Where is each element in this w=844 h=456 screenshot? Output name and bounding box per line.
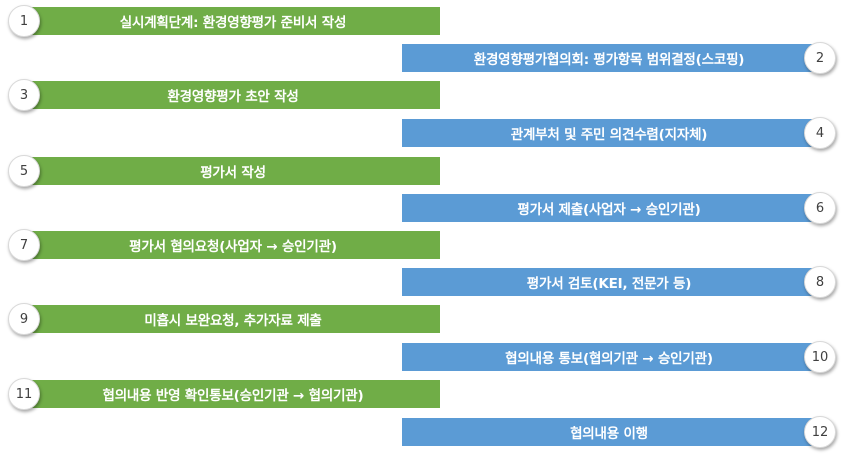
step-2-number-badge: 2 [804,42,836,74]
step-12-bar: 협의내용 이행 [402,418,816,446]
step-1-bar: 실시계획단계: 환경영향평가 준비서 작성 [26,7,440,35]
step-4-number-badge: 4 [804,117,836,149]
step-7-number-badge: 7 [8,229,40,261]
step-5-label: 평가서 작성 [200,165,266,181]
step-11: 협의내용 반영 확인통보(승인기관 → 협의기관) 11 [8,378,442,410]
step-7: 평가서 협의요청(사업자 → 승인기관) 7 [8,229,442,261]
step-3-number-badge: 3 [8,79,40,111]
step-6: 평가서 제출(사업자 → 승인기관) 6 [402,192,836,224]
step-2: 환경영향평가협의회: 평가항목 범위결정(스코핑) 2 [402,42,836,74]
step-7-label: 평가서 협의요청(사업자 → 승인기관) [129,239,337,255]
step-10-number-badge: 10 [804,341,836,373]
step-11-bar: 협의내용 반영 확인통보(승인기관 → 협의기관) [26,380,440,408]
step-5: 평가서 작성 5 [8,155,442,187]
step-1-label: 실시계획단계: 환경영향평가 준비서 작성 [119,15,347,31]
step-9-number-badge: 9 [8,303,40,335]
step-5-bar: 평가서 작성 [26,157,440,185]
step-6-number-badge: 6 [804,192,836,224]
step-6-bar: 평가서 제출(사업자 → 승인기관) [402,194,816,222]
step-9-label: 미흡시 보완요청, 추가자료 제출 [144,313,322,329]
step-8-label: 평가서 검토(KEI, 전문가 등) [526,276,692,292]
step-9-bar: 미흡시 보완요청, 추가자료 제출 [26,305,440,333]
step-8-bar: 평가서 검토(KEI, 전문가 등) [402,268,816,296]
step-8: 평가서 검토(KEI, 전문가 등) 8 [402,266,836,298]
step-5-number-badge: 5 [8,155,40,187]
step-1-number-badge: 1 [8,5,40,37]
step-3-label: 환경영향평가 초안 작성 [167,89,299,105]
step-3: 환경영향평가 초안 작성 3 [8,79,442,111]
step-7-bar: 평가서 협의요청(사업자 → 승인기관) [26,231,440,259]
step-12-label: 협의내용 이행 [570,426,648,442]
step-11-number-badge: 11 [8,378,40,410]
step-10-label: 협의내용 통보(협의기관 → 승인기관) [505,351,713,367]
step-10-bar: 협의내용 통보(협의기관 → 승인기관) [402,343,816,371]
step-12-number-badge: 12 [804,416,836,448]
step-2-bar: 환경영향평가협의회: 평가항목 범위결정(스코핑) [402,44,816,72]
step-12: 협의내용 이행 12 [402,416,836,448]
step-4: 관계부처 및 주민 의견수렴(지자체) 4 [402,117,836,149]
step-1: 실시계획단계: 환경영향평가 준비서 작성 1 [8,5,442,37]
step-8-number-badge: 8 [804,266,836,298]
step-4-bar: 관계부처 및 주민 의견수렴(지자체) [402,119,816,147]
step-11-label: 협의내용 반영 확인통보(승인기관 → 협의기관) [102,388,364,404]
step-4-label: 관계부처 및 주민 의견수렴(지자체) [510,127,708,143]
step-2-label: 환경영향평가협의회: 평가항목 범위결정(스코핑) [473,52,745,68]
step-10: 협의내용 통보(협의기관 → 승인기관) 10 [402,341,836,373]
step-3-bar: 환경영향평가 초안 작성 [26,81,440,109]
step-6-label: 평가서 제출(사업자 → 승인기관) [517,202,701,218]
step-9: 미흡시 보완요청, 추가자료 제출 9 [8,303,442,335]
